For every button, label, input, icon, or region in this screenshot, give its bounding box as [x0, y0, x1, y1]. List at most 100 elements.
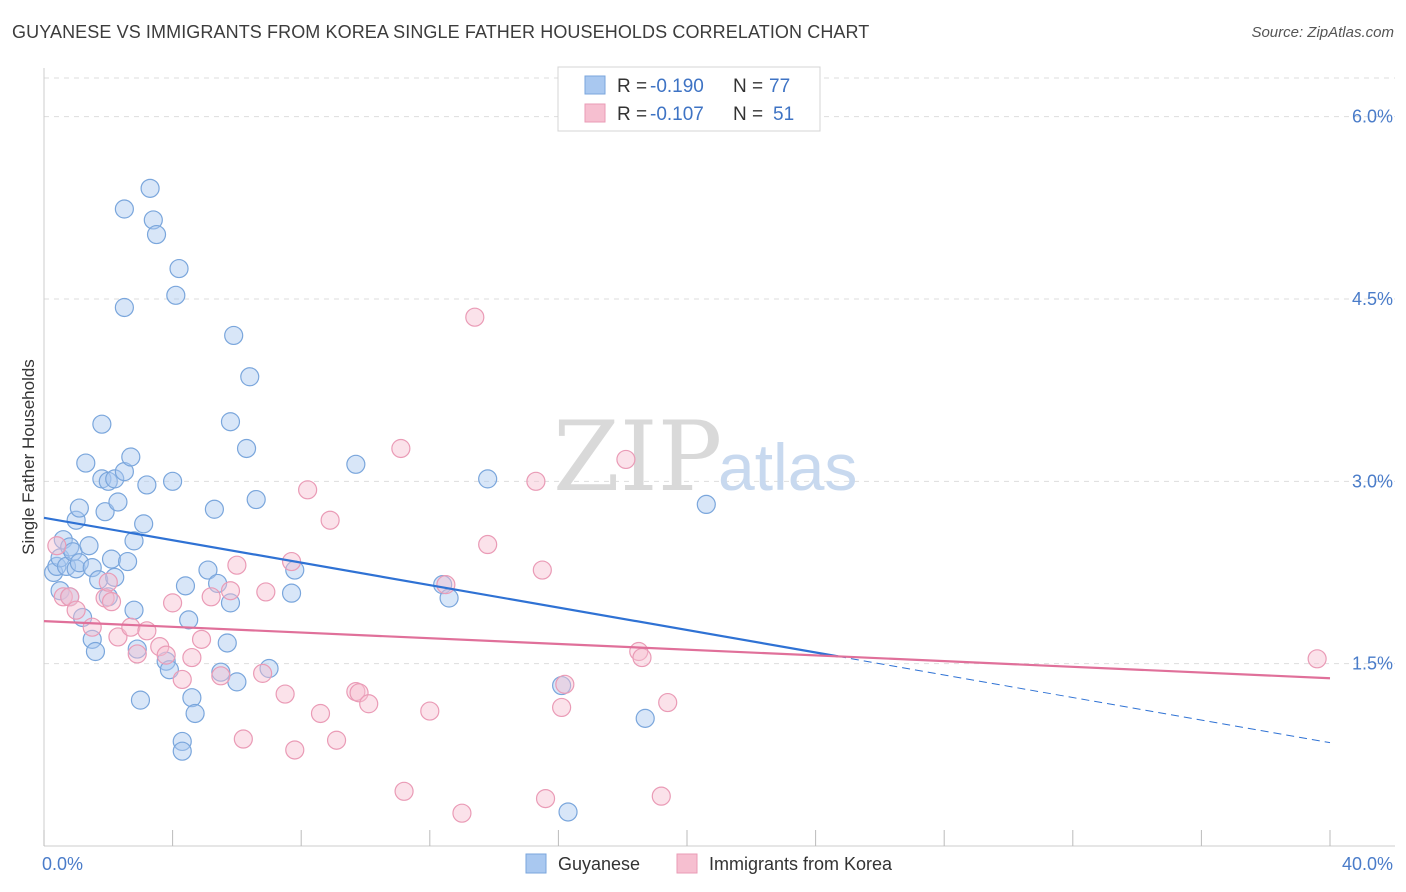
point-guyanese-60 — [236, 438, 257, 459]
watermark-atlas: atlas — [718, 430, 857, 504]
bottom-legend-label-korea: Immigrants from Korea — [709, 854, 893, 874]
point-guyanese-20 — [92, 414, 112, 434]
point-korea-42 — [526, 471, 546, 491]
y-tick-label-0: 1.5% — [1352, 654, 1393, 674]
point-guyanese-74 — [558, 802, 578, 822]
point-korea-38 — [436, 575, 456, 595]
point-korea-15 — [172, 669, 192, 690]
point-korea-29 — [310, 703, 331, 724]
point-korea-20 — [220, 581, 241, 601]
point-guyanese-16 — [82, 558, 102, 578]
point-korea-36 — [394, 781, 414, 801]
point-guyanese-64 — [281, 583, 302, 603]
legend-n-value-guyanese: 77 — [769, 76, 790, 97]
x-tick-label-1: 40.0% — [1342, 854, 1393, 874]
legend-top: R = -0.190 N = 77 R = -0.107 N = 51 — [557, 66, 821, 132]
point-guyanese-36 — [134, 514, 154, 534]
point-guyanese-41 — [159, 660, 179, 680]
point-korea-27 — [285, 740, 305, 760]
trend-line-guyanese-extension — [838, 655, 1331, 744]
point-korea-0 — [47, 536, 67, 556]
point-guyanese-44 — [169, 258, 189, 279]
watermark-zip: ZIP — [553, 401, 722, 513]
x-tick-label-0: 0.0% — [42, 854, 83, 874]
point-guyanese-25 — [101, 549, 122, 569]
point-korea-28 — [298, 480, 318, 500]
legend-swatch-guyanese — [584, 75, 606, 95]
point-guyanese-50 — [185, 703, 205, 724]
tick-labels: 1.5% 3.0% 4.5% 6.0% 0.0% 40.0% — [42, 107, 1393, 874]
point-guyanese-39 — [146, 224, 167, 245]
point-korea-52 — [1307, 649, 1327, 669]
point-guyanese-12 — [69, 498, 89, 518]
point-guyanese-38 — [143, 210, 163, 230]
point-guyanese-76 — [696, 494, 716, 515]
point-korea-37 — [420, 701, 440, 721]
point-korea-44 — [535, 788, 556, 809]
legend-n-label-korea: N = — [733, 104, 763, 125]
point-guyanese-22 — [95, 502, 115, 522]
legend-n-value-korea: 51 — [773, 104, 794, 125]
point-korea-51 — [658, 692, 678, 713]
point-korea-18 — [201, 587, 221, 607]
point-korea-14 — [163, 593, 183, 613]
y-axis-label: Single Father Households — [19, 359, 38, 555]
point-guyanese-33 — [124, 600, 144, 620]
point-korea-43 — [532, 560, 552, 580]
point-guyanese-37 — [137, 475, 157, 495]
bottom-legend-swatch-guyanese — [525, 853, 547, 874]
point-guyanese-26 — [105, 469, 125, 489]
point-guyanese-59 — [227, 672, 247, 692]
point-korea-39 — [452, 803, 472, 823]
bottom-legend-label-guyanese: Guyanese — [558, 854, 640, 874]
point-korea-8 — [108, 627, 128, 647]
point-korea-16 — [182, 647, 202, 668]
point-korea-47 — [616, 449, 636, 470]
point-guyanese-18 — [85, 641, 106, 662]
point-guyanese-68 — [114, 297, 134, 318]
point-korea-5 — [95, 588, 115, 608]
point-guyanese-69 — [346, 454, 366, 474]
point-korea-7 — [101, 592, 122, 612]
series-guyanese-points — [44, 178, 716, 822]
series-korea-points — [47, 307, 1327, 823]
trend-lines — [43, 516, 1331, 744]
point-guyanese-49 — [182, 688, 202, 708]
point-guyanese-55 — [217, 633, 237, 653]
source-label: Source: ZipAtlas.com — [1251, 24, 1394, 41]
trend-line-korea — [43, 620, 1331, 680]
point-guyanese-67 — [114, 199, 134, 219]
point-korea-30 — [320, 510, 340, 530]
point-korea-32 — [346, 682, 366, 702]
y-tick-label-1: 3.0% — [1352, 471, 1393, 491]
point-korea-24 — [256, 582, 276, 602]
chart-title: GUYANESE VS IMMIGRANTS FROM KOREA SINGLE… — [12, 22, 870, 42]
point-guyanese-35 — [130, 690, 151, 710]
point-korea-22 — [233, 729, 253, 749]
point-guyanese-28 — [108, 492, 128, 512]
point-korea-45 — [552, 697, 572, 718]
legend-r-value-korea: -0.107 — [650, 104, 704, 125]
point-korea-49 — [632, 647, 652, 668]
point-guyanese-57 — [220, 412, 241, 432]
point-guyanese-30 — [117, 551, 138, 572]
bottom-legend-swatch-korea — [676, 853, 698, 874]
legend-bottom: Guyanese Immigrants from Korea — [525, 853, 893, 874]
point-guyanese-32 — [124, 531, 144, 551]
y-tick-label-2: 4.5% — [1352, 289, 1393, 309]
point-korea-13 — [156, 645, 176, 665]
point-korea-19 — [211, 666, 231, 686]
point-korea-10 — [127, 644, 147, 664]
point-korea-1 — [53, 587, 73, 607]
point-korea-9 — [121, 617, 141, 637]
legend-swatch-korea — [584, 103, 606, 123]
point-guyanese-58 — [224, 325, 244, 346]
trend-line-guyanese — [43, 516, 839, 658]
point-korea-23 — [253, 663, 273, 683]
point-guyanese-61 — [240, 367, 260, 387]
point-korea-25 — [275, 684, 295, 704]
point-guyanese-3 — [50, 581, 70, 601]
point-guyanese-52 — [204, 499, 224, 519]
point-guyanese-42 — [163, 471, 183, 491]
